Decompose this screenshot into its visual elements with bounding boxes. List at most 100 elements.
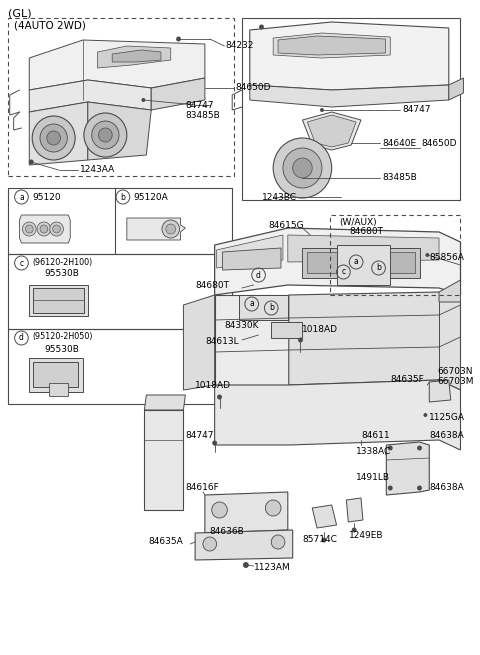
Polygon shape: [312, 505, 336, 528]
Polygon shape: [307, 252, 415, 273]
Bar: [8, 188, 232, 254]
Circle shape: [322, 538, 326, 542]
Text: 85856A: 85856A: [429, 253, 464, 263]
Circle shape: [142, 98, 145, 102]
Text: 84747: 84747: [185, 100, 214, 109]
Polygon shape: [250, 22, 449, 90]
Circle shape: [50, 222, 63, 236]
Circle shape: [352, 527, 357, 533]
Polygon shape: [144, 395, 185, 410]
Polygon shape: [439, 280, 460, 302]
Polygon shape: [386, 442, 429, 495]
Polygon shape: [127, 218, 185, 240]
Circle shape: [40, 225, 48, 233]
Circle shape: [25, 225, 33, 233]
Text: d: d: [256, 271, 261, 280]
Bar: [33, 288, 84, 313]
Polygon shape: [250, 85, 449, 107]
Text: 1018AD: 1018AD: [195, 381, 231, 390]
Text: (96120-2H100): (96120-2H100): [32, 257, 93, 267]
Circle shape: [92, 121, 119, 149]
Circle shape: [203, 537, 216, 551]
Circle shape: [320, 108, 324, 112]
Text: 84680T: 84680T: [349, 227, 383, 236]
Circle shape: [217, 394, 222, 400]
Polygon shape: [29, 358, 83, 392]
Text: b: b: [376, 263, 381, 272]
Polygon shape: [97, 46, 171, 68]
Text: 84635A: 84635A: [148, 538, 183, 546]
Circle shape: [212, 441, 217, 445]
Circle shape: [166, 224, 176, 234]
Polygon shape: [273, 33, 390, 58]
Text: 84636B: 84636B: [210, 527, 244, 536]
Text: 1243BC: 1243BC: [262, 193, 297, 202]
Text: b: b: [120, 193, 125, 202]
Polygon shape: [215, 228, 460, 295]
Polygon shape: [29, 102, 88, 165]
Polygon shape: [205, 492, 288, 533]
Circle shape: [298, 337, 303, 343]
Polygon shape: [195, 530, 293, 560]
Polygon shape: [449, 78, 463, 100]
Circle shape: [273, 138, 332, 198]
Text: 95120A: 95120A: [133, 193, 168, 202]
Polygon shape: [151, 78, 205, 110]
Text: (W/AUX): (W/AUX): [339, 217, 377, 227]
Text: 66703N: 66703N: [437, 367, 473, 377]
Text: (95120-2H050): (95120-2H050): [32, 333, 93, 341]
Polygon shape: [302, 112, 361, 150]
Text: c: c: [19, 259, 24, 267]
Text: 84638A: 84638A: [429, 430, 464, 440]
Text: 1123AM: 1123AM: [253, 563, 290, 572]
Polygon shape: [289, 292, 460, 390]
Bar: [8, 329, 232, 404]
Circle shape: [84, 113, 127, 157]
Text: b: b: [269, 303, 274, 312]
Text: 83485B: 83485B: [185, 111, 220, 119]
Circle shape: [283, 148, 322, 188]
Circle shape: [47, 131, 60, 145]
Circle shape: [98, 128, 112, 142]
Circle shape: [29, 160, 34, 164]
Text: (4AUTO 2WD): (4AUTO 2WD): [13, 21, 85, 31]
Polygon shape: [20, 215, 70, 243]
Polygon shape: [239, 295, 288, 320]
Polygon shape: [278, 36, 385, 55]
Text: 95120: 95120: [32, 193, 61, 202]
Polygon shape: [88, 102, 151, 160]
Text: a: a: [354, 257, 359, 267]
Text: 1018AD: 1018AD: [302, 326, 338, 335]
Circle shape: [212, 502, 228, 518]
Text: 1125GA: 1125GA: [429, 413, 465, 422]
Text: 95530B: 95530B: [44, 269, 79, 278]
Circle shape: [23, 222, 36, 236]
Polygon shape: [29, 40, 205, 90]
Circle shape: [417, 445, 422, 451]
Text: 84650D: 84650D: [235, 83, 271, 92]
Polygon shape: [347, 498, 363, 522]
Text: a: a: [249, 299, 254, 309]
Circle shape: [40, 124, 67, 152]
Polygon shape: [29, 285, 88, 316]
Text: 1338AC: 1338AC: [356, 447, 391, 457]
Polygon shape: [271, 322, 302, 338]
Text: 1243AA: 1243AA: [80, 166, 115, 174]
Circle shape: [53, 225, 60, 233]
Circle shape: [162, 220, 180, 238]
Text: d: d: [19, 333, 24, 343]
Text: 84650D: 84650D: [421, 138, 457, 147]
Text: 84640E: 84640E: [383, 138, 417, 147]
Bar: [330, 215, 460, 295]
Text: 84613L: 84613L: [205, 337, 239, 346]
Text: 84232: 84232: [226, 41, 254, 50]
Polygon shape: [215, 295, 289, 385]
Circle shape: [265, 500, 281, 516]
Text: c: c: [341, 267, 346, 276]
Polygon shape: [222, 248, 281, 270]
Text: (GL): (GL): [8, 9, 31, 19]
Text: 1249EB: 1249EB: [349, 531, 384, 540]
Circle shape: [388, 445, 393, 451]
Polygon shape: [29, 80, 151, 112]
Circle shape: [259, 24, 264, 29]
